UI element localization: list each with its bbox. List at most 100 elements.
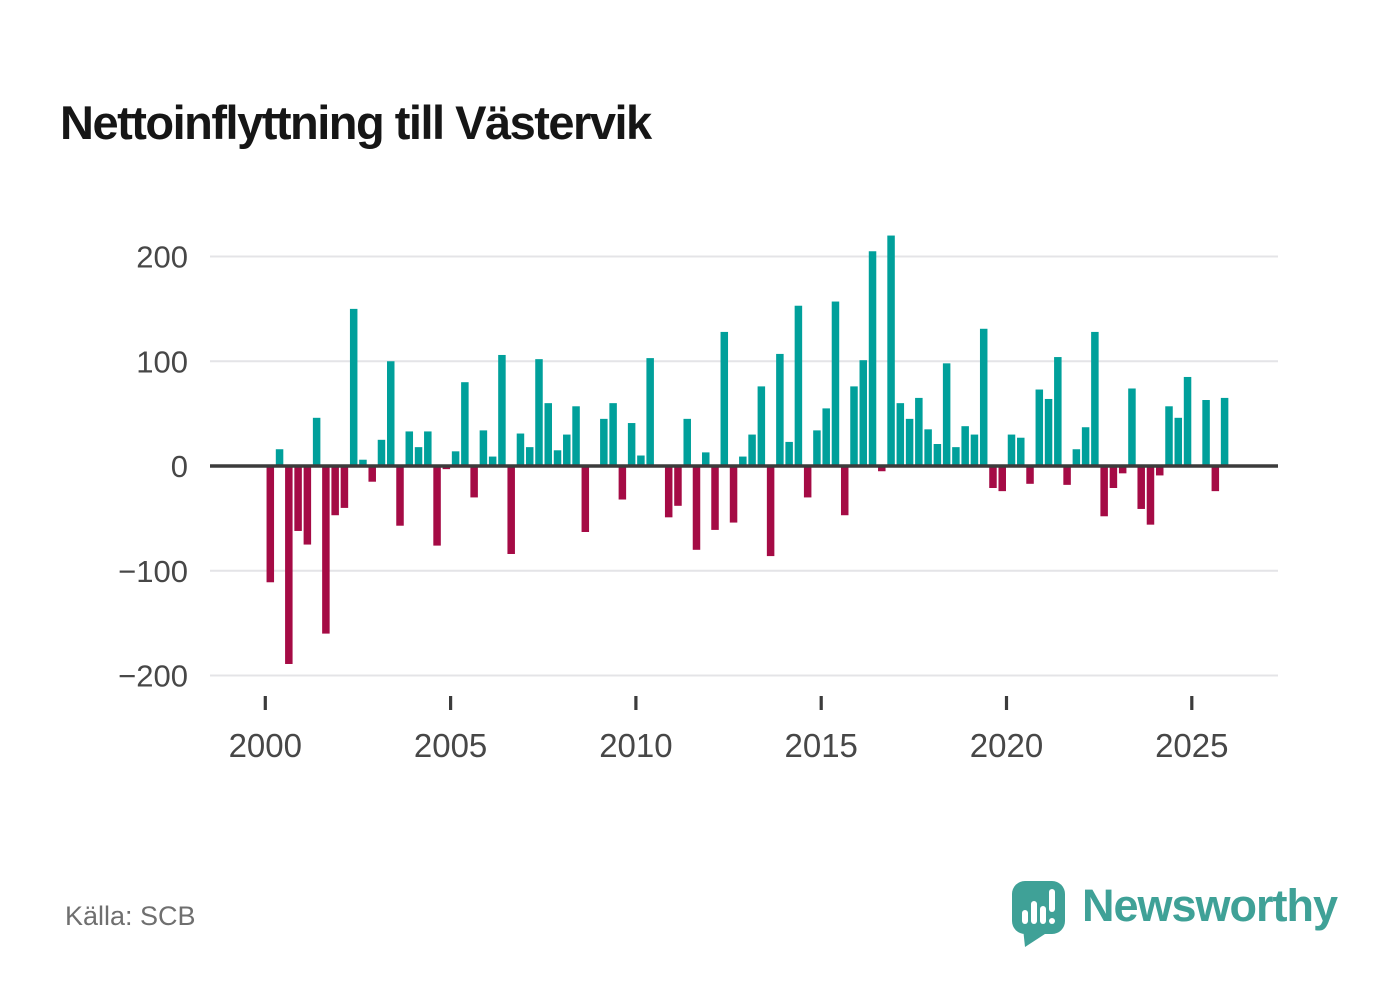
bar (396, 466, 404, 526)
bar (915, 397, 923, 466)
bar (609, 403, 617, 466)
bar (1137, 466, 1145, 509)
bar (878, 466, 886, 472)
x-axis-ticks: 2000 2005 2010 2015 2020 2025 (229, 696, 1229, 764)
bar (627, 423, 636, 466)
bar (414, 447, 423, 466)
bar (377, 439, 386, 466)
bar (1155, 466, 1164, 476)
bar (711, 466, 719, 530)
bar (905, 418, 914, 466)
bar (1211, 466, 1220, 492)
bar (961, 426, 969, 466)
bar (1081, 427, 1090, 466)
bar (998, 466, 1006, 492)
bar (1183, 376, 1192, 466)
bar (507, 466, 515, 554)
bar (794, 305, 803, 466)
x-tick-label: 2020 (970, 727, 1043, 764)
bar (702, 452, 710, 466)
bar (942, 363, 951, 466)
bar (294, 466, 302, 531)
bar (683, 418, 691, 466)
bar (952, 447, 960, 466)
bar (470, 466, 478, 498)
bar (989, 466, 997, 488)
bar (859, 360, 868, 466)
bar (1054, 357, 1062, 466)
bar (785, 441, 793, 466)
bar (581, 466, 590, 532)
y-tick-label: 100 (136, 344, 188, 379)
bar (674, 466, 682, 506)
bar (924, 429, 932, 466)
bar (368, 466, 376, 482)
page-title: Nettoinflyttning till Västervik (60, 96, 652, 150)
bar (1063, 466, 1071, 485)
bar (739, 456, 747, 466)
bar (868, 251, 877, 466)
bar (729, 466, 738, 523)
bar (692, 466, 701, 550)
bar (359, 459, 367, 466)
bar (1146, 466, 1155, 525)
newsworthy-logo-icon (1012, 881, 1065, 947)
bar (312, 417, 321, 466)
bar (1091, 331, 1099, 466)
bar (600, 418, 608, 466)
bar (850, 386, 858, 466)
bar (1118, 466, 1127, 474)
x-tick-label: 2005 (414, 727, 487, 764)
bar (1072, 449, 1081, 466)
y-tick-label: 0 (171, 449, 188, 484)
bar (461, 382, 469, 466)
bar (572, 406, 580, 466)
bar (1026, 466, 1034, 484)
x-tick-label: 2000 (229, 727, 302, 764)
bar (822, 408, 830, 466)
bar (970, 434, 979, 466)
bar (498, 354, 506, 466)
bar (553, 450, 562, 466)
y-tick-label: −200 (118, 659, 188, 694)
bar (1007, 434, 1016, 466)
bar (1165, 406, 1173, 466)
bar (303, 466, 312, 545)
bar (896, 403, 905, 466)
bar (285, 466, 293, 664)
bar (563, 434, 571, 466)
bar (637, 455, 645, 466)
bar (831, 301, 840, 466)
bar (646, 358, 654, 466)
bar (275, 449, 284, 466)
bar (1044, 398, 1053, 466)
bar (535, 359, 543, 466)
bar (776, 353, 784, 466)
bar (1035, 389, 1044, 466)
bar (266, 466, 275, 583)
bar (433, 466, 441, 546)
bar (979, 328, 988, 466)
bar (525, 447, 534, 466)
bar (544, 403, 552, 466)
x-tick-label: 2025 (1155, 727, 1228, 764)
bar (887, 235, 895, 466)
source-label: Källa: SCB (65, 901, 196, 931)
bar (618, 466, 627, 500)
bar (757, 386, 766, 466)
bar (405, 431, 414, 466)
bar (424, 431, 432, 466)
bar (1017, 437, 1025, 466)
bar (331, 466, 339, 516)
bar (451, 451, 460, 466)
y-tick-label: −100 (118, 554, 188, 589)
bar (340, 466, 349, 508)
y-axis-labels: 200 100 0 −100 −200 (118, 240, 188, 694)
bar (516, 433, 525, 466)
bar (322, 466, 330, 634)
bar (1128, 388, 1136, 467)
bar (1202, 400, 1210, 466)
bar (664, 466, 673, 518)
bar (813, 430, 821, 466)
bar (803, 466, 812, 498)
